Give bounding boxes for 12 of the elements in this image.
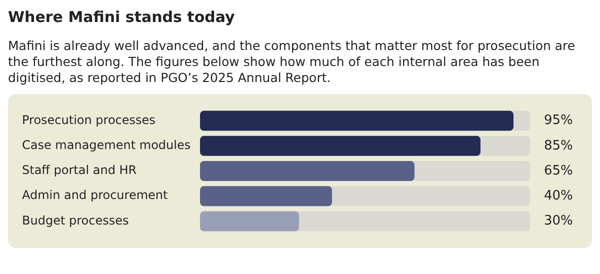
chart-subtitle: Mafini is already well advanced, and the components that matter most for prosecution are the furthest along. The figures below show how much of each internal area has been digitised, as reported in PGO’s 2025 Annual Report.	[8, 38, 576, 86]
y-tick-label: Admin and procurement	[22, 188, 168, 202]
chart-title: Where Mafini stands today	[8, 8, 236, 26]
data-label: 40%	[544, 188, 573, 204]
y-tick-label: Staff portal and HR	[22, 163, 137, 178]
data-label: 65%	[544, 163, 573, 178]
y-tick-label: Budget processes	[22, 213, 129, 228]
data-label: 85%	[544, 138, 573, 154]
y-tick-label: Prosecution processes	[22, 112, 156, 127]
data-label: 95%	[544, 113, 573, 128]
data-label: 30%	[544, 214, 573, 229]
y-tick-label: Case management modules	[22, 138, 191, 152]
